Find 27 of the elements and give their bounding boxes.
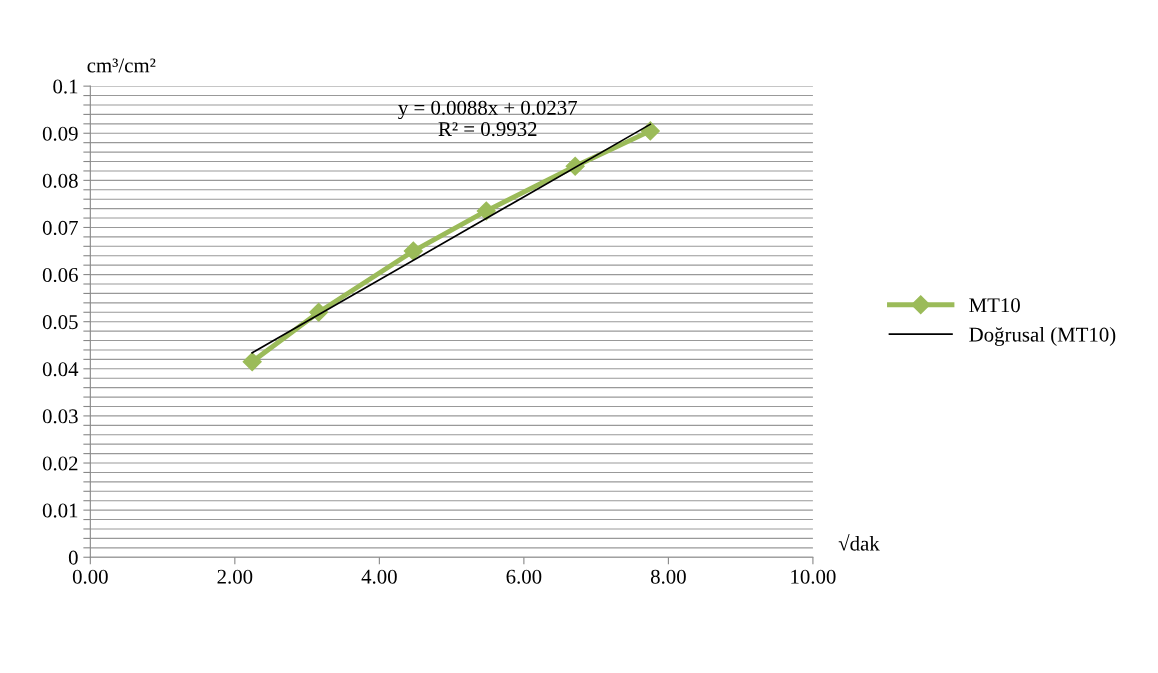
point [640, 121, 660, 141]
y-tick-label: 0.01 [42, 503, 78, 518]
legend-label: Doğrusal (MT10) [969, 327, 1116, 346]
point [403, 241, 423, 261]
y-tick-label: 0.07 [42, 220, 78, 235]
y-tick-label: 0.05 [42, 315, 78, 330]
y-tick-label: 0.1 [53, 79, 78, 94]
y-tick-label: 0.09 [42, 126, 78, 141]
x-tick-label: 10.00 [791, 569, 836, 584]
x-tick-label: 4.00 [361, 569, 397, 584]
x-tick-label: 8.00 [650, 569, 686, 584]
y-tick-label: 0.08 [42, 173, 78, 188]
annotation: y = 0.0088x + 0.0237 [398, 100, 578, 120]
y-tick-label: 0.04 [42, 362, 79, 377]
x-tick-label: 6.00 [506, 569, 542, 584]
x-tick-label: 0.00 [72, 569, 108, 584]
y-tick-label: 0.02 [42, 456, 78, 471]
legend-label: MT10 [969, 298, 1020, 313]
annotation: R² = 0.9932 [438, 122, 537, 137]
x-axis-title: √dak [838, 533, 880, 551]
y-axis-title: cm³/cm² [87, 58, 156, 73]
x-tick-label: 2.00 [217, 569, 253, 584]
y-tick-label: 0 [68, 550, 78, 565]
point [476, 201, 496, 221]
point [242, 352, 262, 372]
y-tick-label: 0.03 [42, 409, 78, 424]
y-tick-label: 0.06 [42, 267, 78, 283]
